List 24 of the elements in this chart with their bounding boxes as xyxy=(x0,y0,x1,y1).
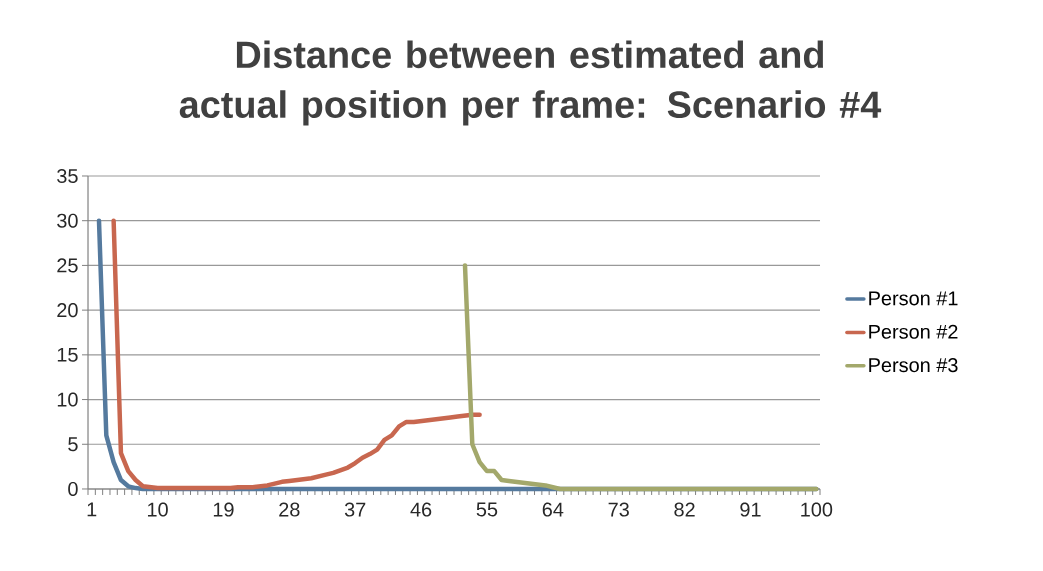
x-tick-label: 82 xyxy=(674,502,695,517)
x-tick-label: 100 xyxy=(801,502,833,517)
x-tick-label: 64 xyxy=(542,502,564,517)
y-tick-label: 5 xyxy=(68,437,78,452)
legend-label: Person #1 xyxy=(869,291,958,306)
legend-label: Person #3 xyxy=(869,358,958,373)
x-tick-label: 46 xyxy=(410,502,432,517)
x-tick-label: 1 xyxy=(87,502,97,517)
x-tick-label: 91 xyxy=(740,502,761,517)
y-tick-label: 30 xyxy=(57,213,78,228)
x-tick-label: 37 xyxy=(344,502,366,517)
x-tick-label: 19 xyxy=(213,502,234,517)
x-tick-label: 28 xyxy=(279,502,300,517)
legend-label: Person #2 xyxy=(869,324,958,339)
x-tick-label: 73 xyxy=(608,502,629,517)
y-tick-label: 15 xyxy=(57,347,78,362)
y-tick-label: 10 xyxy=(57,392,78,407)
x-tick-label: 10 xyxy=(147,502,168,517)
x-tick-label: 55 xyxy=(476,502,498,517)
chart-title: Distance between estimated and actual position per frame: Scenario #4 xyxy=(179,40,882,126)
y-tick-label: 35 xyxy=(57,168,78,184)
y-tick-label: 25 xyxy=(57,258,78,273)
y-tick-label: 0 xyxy=(68,481,78,497)
y-tick-label: 20 xyxy=(57,303,78,318)
